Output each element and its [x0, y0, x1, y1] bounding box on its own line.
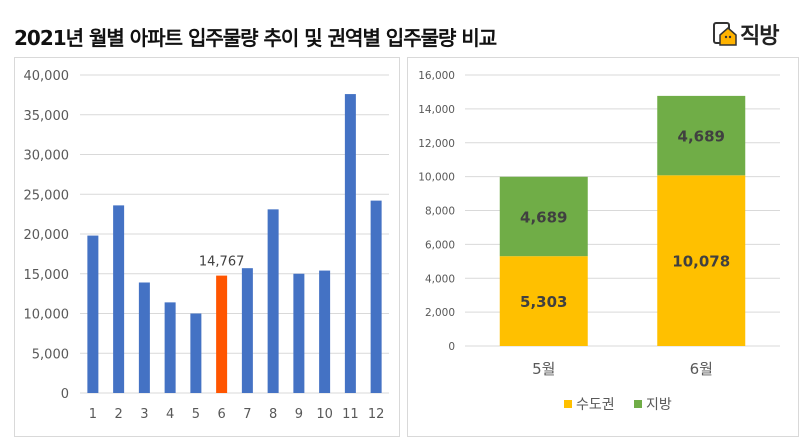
- bar-month-9: [293, 273, 305, 393]
- logo-text: 직방: [740, 24, 779, 49]
- y-tick-label: 20,000: [24, 228, 70, 243]
- x-tick-label: 11: [342, 407, 359, 422]
- x-tick-label: 3: [140, 407, 148, 422]
- y-tick-label: 8,000: [425, 206, 455, 218]
- x-tick-label: 9: [295, 407, 303, 422]
- y-tick-label: 2,000: [425, 307, 455, 319]
- x-tick-label: 6월: [690, 360, 713, 378]
- x-tick-label: 7: [243, 407, 251, 422]
- zigbang-logo: 직방: [712, 18, 779, 50]
- data-label: 5,303: [520, 293, 567, 311]
- monthly-bar-chart: 0 5,000 10,000 15,000 20,000 25,000 30,000 35,0…: [24, 69, 389, 422]
- bar-month-4: [164, 302, 176, 393]
- legend-label: 수도권: [576, 397, 615, 413]
- bar-month-6: [216, 275, 228, 393]
- y-tick-label: 16,000: [418, 70, 455, 82]
- x-tick-label: 8: [269, 407, 277, 422]
- house-logo-icon: [713, 22, 737, 46]
- x-tick-label: 12: [368, 407, 385, 422]
- bar-수도권-5월: [499, 256, 588, 346]
- y-tick-label: 12,000: [418, 138, 455, 150]
- y-tick-label: 4,000: [425, 273, 455, 285]
- monthly-chart-panel: 0 5,000 10,000 15,000 20,000 25,000 30,000 35,0…: [14, 57, 400, 437]
- bar-month-8: [267, 209, 279, 393]
- bar-month-11: [344, 94, 356, 393]
- x-tick-label: 5: [192, 407, 200, 422]
- y-tick-label: 6,000: [425, 239, 455, 251]
- y-tick-label: 5,000: [32, 347, 69, 362]
- bar-수도권-6월: [657, 175, 746, 346]
- x-tick-label: 5월: [532, 360, 555, 378]
- data-label: 14,767: [199, 255, 245, 270]
- bar-month-2: [113, 205, 125, 393]
- page-title: 2021년 월별 아파트 입주물량 추이 및 권역별 입주물량 비교: [14, 26, 497, 50]
- data-label: 4,689: [520, 208, 567, 226]
- data-label: 4,689: [678, 128, 725, 146]
- x-tick-label: 4: [166, 407, 174, 422]
- bar-month-12: [370, 200, 382, 393]
- x-tick-label: 1: [89, 407, 97, 422]
- y-tick-label: 30,000: [24, 149, 70, 164]
- y-tick-label: 15,000: [24, 268, 70, 283]
- y-tick-label: 10,000: [418, 172, 455, 184]
- bar-month-1: [87, 235, 99, 393]
- legend-swatch: [564, 400, 572, 408]
- x-tick-label: 2: [114, 407, 122, 422]
- y-tick-label: 40,000: [24, 69, 70, 84]
- bar-month-7: [241, 268, 253, 393]
- bar-month-5: [190, 313, 202, 393]
- y-tick-label: 0: [448, 341, 455, 353]
- x-tick-label: 6: [217, 407, 225, 422]
- regional-stacked-chart: 0 2,000 4,000 6,000 8,000 10,000 12,000 14,000 1…: [418, 70, 780, 413]
- y-tick-label: 14,000: [418, 104, 455, 116]
- legend-label: 지방: [646, 397, 672, 413]
- y-tick-label: 0: [61, 387, 69, 402]
- data-label: 10,078: [672, 253, 730, 271]
- y-tick-label: 10,000: [24, 308, 70, 323]
- bar-month-10: [319, 270, 331, 393]
- regional-chart-panel: 0 2,000 4,000 6,000 8,000 10,000 12,000 14,000 1…: [407, 57, 799, 437]
- y-tick-label: 35,000: [24, 109, 70, 124]
- bar-month-3: [138, 282, 150, 393]
- y-tick-label: 25,000: [24, 188, 70, 203]
- legend-swatch: [634, 400, 642, 408]
- bar-지방-5월: [499, 176, 588, 257]
- bar-지방-6월: [657, 95, 746, 176]
- x-tick-label: 10: [316, 407, 333, 422]
